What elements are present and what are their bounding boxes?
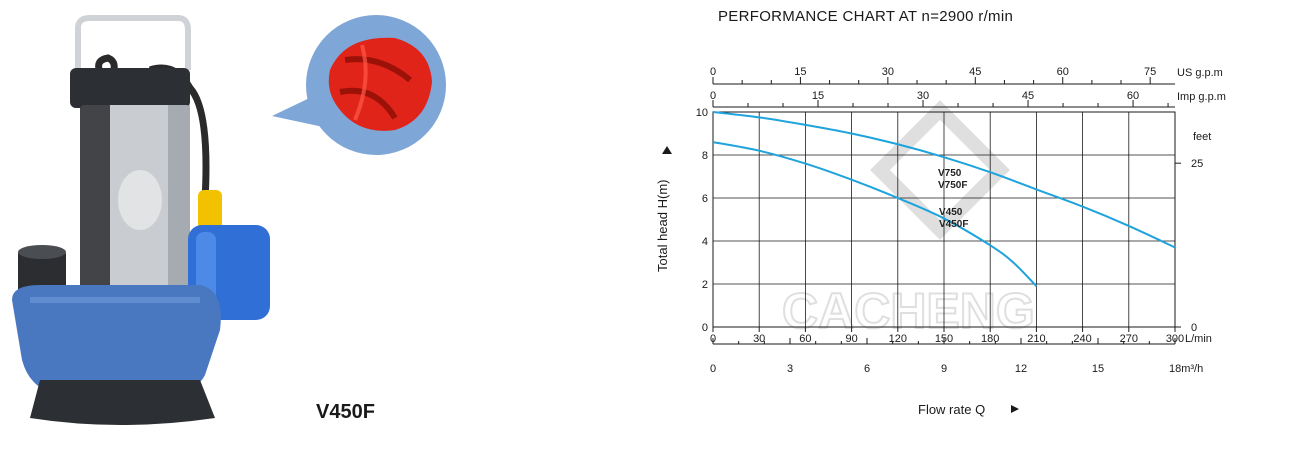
x-tick-label-lmin: 150 [935, 333, 953, 345]
x-tick-label-lmin: 0 [710, 333, 716, 345]
x-axis-title: Flow rate Q [918, 402, 985, 417]
svg-text:CACHENG: CACHENG [782, 283, 1035, 339]
chart-title: PERFORMANCE CHART AT n=2900 r/min [718, 8, 1013, 25]
x-axis-arrow-icon [1011, 405, 1019, 413]
y-tick-label: 0 [702, 322, 708, 334]
x-tick-label-m3h: 3 [787, 363, 793, 375]
x-tick-label-lmin: 60 [799, 333, 811, 345]
y-tick-label: 2 [702, 279, 708, 291]
pump-base [30, 380, 215, 425]
series-line-2 [712, 141, 1038, 287]
pump-illustration: CACHENG [12, 15, 446, 425]
top-tick-label-us: 15 [794, 66, 806, 78]
x-end-label-m3h: 18m³/h [1169, 363, 1203, 375]
right-axis-unit: feet [1193, 131, 1211, 143]
impeller-icon [328, 37, 432, 131]
performance-chart: CACHENG PERFORMANCE CHART AT n=2900 r/mi… [655, 8, 1226, 417]
chart-watermark: CACHENG [781, 100, 1036, 340]
float-switch-cap [198, 190, 222, 230]
y-axis-title: Total head H(m) [655, 180, 670, 272]
top-tick-label-us: 45 [969, 66, 981, 78]
top-tick-label-us: 30 [882, 66, 894, 78]
top-tick-label-imp: 45 [1022, 90, 1034, 102]
x-unit-lmin: L/min [1185, 333, 1212, 345]
product-photo-panel: CACHENG V450F [0, 0, 480, 445]
top-axis-imp-label: Imp g.p.m [1177, 91, 1226, 103]
top-axis-us-label: US g.p.m [1177, 67, 1223, 79]
series-label-1: V750F [938, 180, 967, 191]
pump-handle [75, 15, 191, 75]
series-layer [712, 111, 1176, 287]
x-tick-label-lmin: 90 [845, 333, 857, 345]
labels-layer: 0 30 60 90 120 150 180 210 240 270 3000246810L/min… [696, 66, 1226, 375]
pump-volute [12, 285, 221, 395]
top-tick-label-imp: 15 [812, 90, 824, 102]
x-tick-label-lmin: 270 [1120, 333, 1138, 345]
x-tick-label-lmin: 300 [1166, 333, 1184, 345]
y-tick-label: 6 [702, 193, 708, 205]
y-tick-label: 8 [702, 150, 708, 162]
x-tick-label-lmin: 210 [1027, 333, 1045, 345]
x-tick-label-lmin: 180 [981, 333, 999, 345]
y-tick-label: 4 [702, 236, 708, 248]
x-tick-label-lmin: 120 [889, 333, 907, 345]
top-tick-label-us: 0 [710, 66, 716, 78]
x-tick-label-lmin: 30 [753, 333, 765, 345]
series-line-1 [712, 111, 1176, 249]
axes-layer [712, 77, 1181, 345]
series-label-2: V450 [939, 207, 963, 218]
model-label: V450F [316, 401, 375, 423]
x-tick-label-m3h: 15 [1092, 363, 1104, 375]
x-tick-label-m3h: 9 [941, 363, 947, 375]
x-tick-label-m3h: 12 [1015, 363, 1027, 375]
pump-top-cap [70, 68, 190, 108]
x-tick-label-lmin: 240 [1073, 333, 1091, 345]
series-label-2: V450F [939, 219, 968, 230]
top-tick-label-imp: 30 [917, 90, 929, 102]
top-tick-label-us: 75 [1144, 66, 1156, 78]
right-tick-label: 25 [1191, 158, 1203, 170]
right-tick-label: 0 [1191, 322, 1197, 334]
top-tick-label-us: 60 [1057, 66, 1069, 78]
top-tick-label-imp: 60 [1127, 90, 1139, 102]
series-label-1: V750 [938, 168, 962, 179]
top-tick-label-imp: 0 [710, 90, 716, 102]
x-tick-label-m3h: 6 [864, 363, 870, 375]
x-tick-label-m3h: 0 [710, 363, 716, 375]
y-tick-label: 10 [696, 107, 708, 119]
y-axis-arrow-icon [662, 146, 672, 154]
